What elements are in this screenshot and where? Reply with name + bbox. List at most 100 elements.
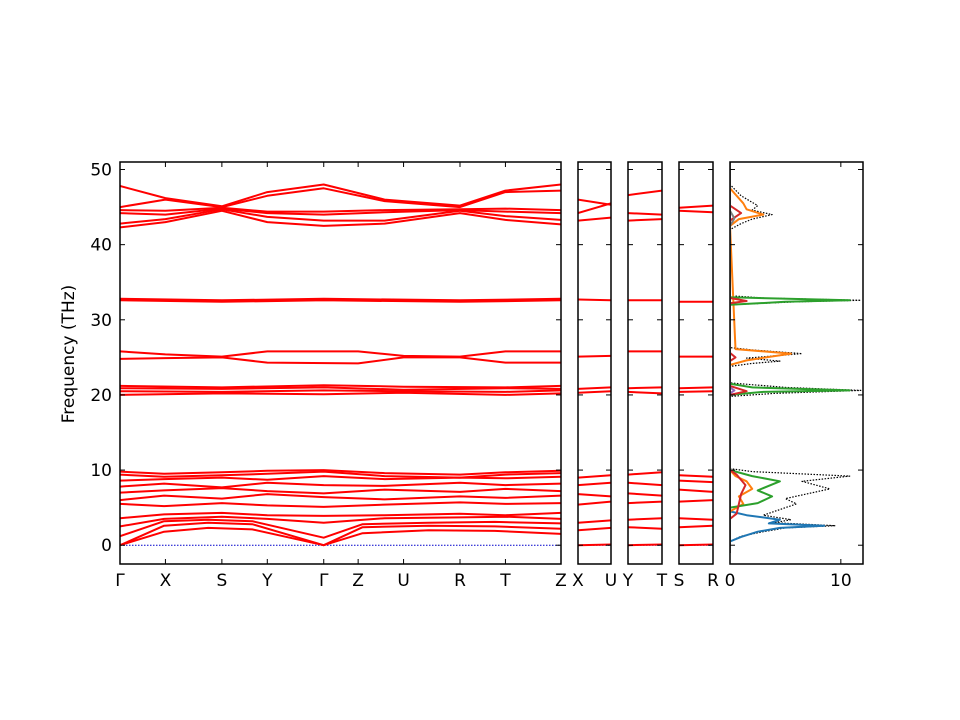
band-line-band-n xyxy=(578,198,611,206)
panel-frame xyxy=(119,161,562,565)
band-line-band-h xyxy=(578,390,611,394)
x-tick-label: S xyxy=(216,571,227,591)
band-line-band-e xyxy=(628,492,662,497)
band-line-band-i xyxy=(679,386,713,390)
x-tick-label: Z xyxy=(352,571,364,591)
y-tick-label: 0 xyxy=(101,536,112,556)
band-line-band-f xyxy=(578,481,611,487)
dos-line-orange xyxy=(730,162,792,553)
band-line-band-18 xyxy=(120,350,561,358)
x-tick-label: R xyxy=(454,571,466,591)
band-line-band-e xyxy=(679,488,713,493)
band-line-band-19 xyxy=(120,299,561,303)
band-line-band-l xyxy=(679,209,713,214)
band-line-band-12 xyxy=(120,469,561,476)
band-line-band-13 xyxy=(120,391,561,396)
band-line-band-20 xyxy=(120,297,561,302)
band-line-band-d xyxy=(578,500,611,506)
band-line-band-2 xyxy=(120,521,561,547)
dos-line-blue xyxy=(730,162,826,553)
panel-content xyxy=(628,189,662,547)
band-line-band-l xyxy=(578,216,611,222)
band-line-band-b xyxy=(628,526,662,530)
band-line-band-16 xyxy=(120,384,561,389)
panel-5: 0 10 xyxy=(725,161,864,591)
band-line-band-21 xyxy=(120,209,561,229)
x-tick-label: X xyxy=(572,571,584,591)
band-line-band-j xyxy=(578,354,611,358)
band-line-band-f xyxy=(628,481,662,487)
dos-line-total xyxy=(730,162,862,553)
band-line-band-11 xyxy=(120,470,561,479)
band-line-band-h xyxy=(628,390,662,395)
x-tick-label: Y xyxy=(261,571,273,591)
x-tick-label: Γ xyxy=(319,571,329,591)
panel-content xyxy=(578,198,611,547)
x-tick-label: R xyxy=(707,571,719,591)
band-line-band-c xyxy=(628,517,662,521)
band-line-band-14 xyxy=(120,389,561,393)
panel-frame xyxy=(627,161,663,565)
band-line-band-n xyxy=(628,189,662,197)
band-line-band-a xyxy=(628,543,662,547)
x-tick-label: T xyxy=(656,571,668,591)
band-line-band-10 xyxy=(120,475,561,482)
band-line-band-m xyxy=(679,204,713,209)
band-line-band-d xyxy=(679,499,713,503)
dos-line-gray xyxy=(730,162,736,553)
dos-line-green xyxy=(730,162,851,553)
panel-frame xyxy=(729,161,864,565)
band-line-band-3 xyxy=(120,518,561,539)
band-line-band-h xyxy=(679,390,713,393)
band-line-band-m xyxy=(628,212,662,216)
x-tick-label: Z xyxy=(555,571,567,591)
band-line-band-l xyxy=(628,218,662,222)
band-line-band-23 xyxy=(120,207,561,216)
band-line-band-g xyxy=(628,471,662,476)
band-line-band-i xyxy=(578,386,611,390)
band-line-band-25 xyxy=(120,187,561,209)
band-line-band-a xyxy=(578,543,611,547)
band-line-band-17 xyxy=(120,356,561,365)
band-line-band-i xyxy=(628,386,662,390)
x-tick-label: 10 xyxy=(830,571,852,591)
dos-line-red xyxy=(730,162,748,553)
band-line-band-d xyxy=(628,500,662,505)
band-line-band-k xyxy=(578,298,611,302)
x-tick-label: U xyxy=(605,571,617,591)
band-line-band-b xyxy=(679,524,713,529)
panel-frame xyxy=(678,161,714,565)
dos-line-purple xyxy=(730,162,736,553)
band-line-band-e xyxy=(578,493,611,498)
y-tick-label: 40 xyxy=(90,236,112,256)
panel-frame xyxy=(577,161,612,565)
x-tick-label: T xyxy=(499,571,511,591)
band-line-band-15 xyxy=(120,386,561,391)
band-line-band-9 xyxy=(120,481,561,489)
y-tick-label: 50 xyxy=(90,161,112,181)
band-line-band-5 xyxy=(120,511,561,520)
x-tick-label: Y xyxy=(622,571,634,591)
panel-content xyxy=(730,162,862,553)
band-line-band-8 xyxy=(120,487,561,495)
band-line-band-4 xyxy=(120,515,561,528)
y-axis-label: Frequency (THz) xyxy=(59,285,79,424)
x-tick-label: S xyxy=(674,571,685,591)
y-tick-label: 30 xyxy=(90,311,112,331)
band-line-band-24 xyxy=(120,206,561,213)
band-line-band-c xyxy=(679,517,713,521)
x-tick-label: X xyxy=(160,571,172,591)
x-tick-label: Γ xyxy=(115,571,125,591)
band-line-band-22 xyxy=(120,208,561,225)
band-line-band-c xyxy=(578,519,611,524)
band-line-band-g xyxy=(578,474,611,479)
band-line-band-7 xyxy=(120,493,561,502)
x-tick-label: U xyxy=(397,571,409,591)
band-line-band-f xyxy=(679,479,713,484)
